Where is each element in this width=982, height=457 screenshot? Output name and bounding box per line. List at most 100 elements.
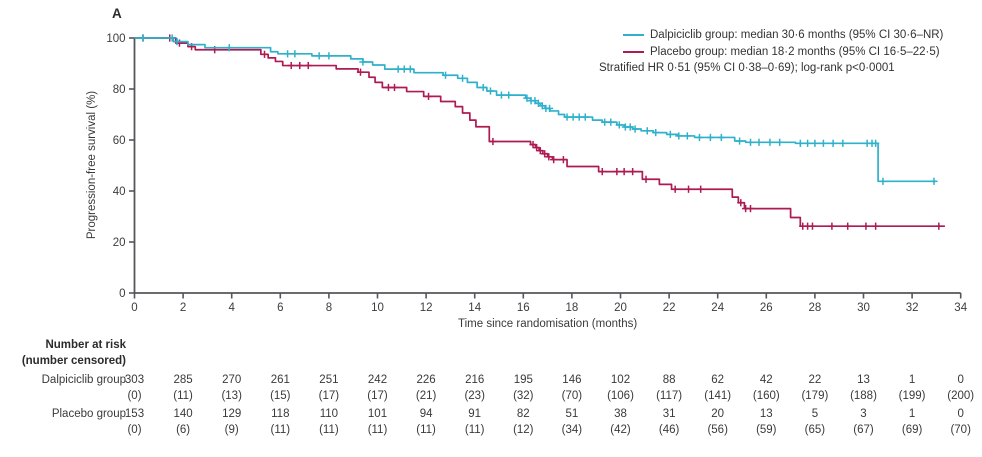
at-risk-value: 140 <box>173 408 193 420</box>
censored-value: (11) <box>464 424 485 436</box>
censored-value: (67) <box>853 424 874 436</box>
at-risk-value: 146 <box>562 374 582 386</box>
at-risk-value: 3 <box>860 408 867 420</box>
x-tick-label: 0 <box>131 302 137 314</box>
at-risk-value: 303 <box>124 374 145 386</box>
at-risk-value: 1 <box>908 408 916 420</box>
at-risk-value: 261 <box>270 374 290 386</box>
y-tick-label: 60 <box>113 135 126 147</box>
y-tick-label: 100 <box>106 33 125 45</box>
censored-value: (32) <box>513 390 534 402</box>
censored-value: (200) <box>947 390 975 402</box>
at-risk-value: 88 <box>662 374 676 386</box>
at-risk-value: 94 <box>419 408 433 420</box>
censored-value: (199) <box>898 390 926 402</box>
legend-label-placebo: Placebo group: median 18·2 months (95% C… <box>650 45 940 58</box>
x-tick-label: 34 <box>954 302 967 314</box>
legend-item-stratified-hr: Stratified HR 0·51 (95% CI 0·38–0·69); l… <box>599 60 943 77</box>
x-tick-label: 10 <box>371 302 384 314</box>
censored-value: (179) <box>801 390 829 402</box>
at-risk-value: 1 <box>908 374 916 386</box>
censored-value: (15) <box>270 390 291 402</box>
y-tick-label: 40 <box>113 186 126 198</box>
chart-legend: Dalpiciclib group: median 30·6 months (9… <box>599 27 943 77</box>
x-tick-label: 26 <box>760 302 773 314</box>
at-risk-value: 251 <box>319 374 339 386</box>
censored-value: (65) <box>804 424 826 436</box>
censored-value: (11) <box>416 424 436 436</box>
x-tick-label: 20 <box>614 302 627 314</box>
y-tick-label: 80 <box>113 84 126 96</box>
legend-item-dalpiciclib: Dalpiciclib group: median 30·6 months (9… <box>599 27 943 44</box>
x-tick-label: 2 <box>180 302 186 314</box>
at-risk-value: 118 <box>271 408 290 420</box>
y-tick-label: 20 <box>113 237 126 249</box>
at-risk-value: 101 <box>367 408 388 420</box>
censored-value: (11) <box>173 390 193 402</box>
censored-value: (46) <box>658 424 680 436</box>
censored-value: (12) <box>513 424 534 436</box>
risk-table-header-line1: Number at risk <box>45 339 126 351</box>
at-risk-value: 226 <box>416 374 436 386</box>
risk-row-label-placebo: Placebo group <box>51 408 126 420</box>
at-risk-value: 285 <box>173 374 193 386</box>
censored-value: (59) <box>756 424 777 436</box>
x-axis-title: Time since randomisation (months) <box>458 318 637 330</box>
at-risk-value: 22 <box>808 374 822 386</box>
x-tick-label: 14 <box>468 302 481 314</box>
at-risk-value: 5 <box>811 408 819 420</box>
at-risk-value: 102 <box>610 374 631 386</box>
km-curve-placebo <box>134 37 945 228</box>
censored-value: (188) <box>850 390 877 402</box>
legend-label-stratified-hr: Stratified HR 0·51 (95% CI 0·38–0·69); l… <box>599 62 895 74</box>
at-risk-value: 195 <box>513 374 533 386</box>
dalpiciclib-line-swatch <box>623 34 644 37</box>
censored-value: (69) <box>901 424 923 436</box>
at-risk-value: 42 <box>759 374 773 386</box>
x-tick-label: 30 <box>857 302 870 314</box>
censored-value: (0) <box>127 424 142 436</box>
at-risk-value: 91 <box>468 408 482 420</box>
x-tick-label: 22 <box>663 302 676 314</box>
censored-value: (117) <box>656 390 683 402</box>
x-tick-label: 28 <box>809 302 822 314</box>
censored-value: (21) <box>415 390 437 402</box>
x-tick-label: 6 <box>277 302 283 314</box>
x-tick-label: 8 <box>326 302 332 314</box>
placebo-line-swatch <box>623 50 644 53</box>
censored-value: (56) <box>707 424 728 436</box>
at-risk-value: 20 <box>711 408 725 420</box>
at-risk-value: 38 <box>614 408 627 420</box>
x-tick-label: 18 <box>566 302 579 314</box>
censored-value: (13) <box>221 390 242 402</box>
censored-value: (11) <box>319 424 339 436</box>
at-risk-value: 110 <box>319 408 339 420</box>
at-risk-value: 270 <box>222 374 242 386</box>
censored-value: (70) <box>561 390 583 402</box>
at-risk-value: 242 <box>367 374 388 386</box>
censored-value: (160) <box>752 390 780 402</box>
censored-value: (141) <box>704 390 732 402</box>
at-risk-value: 62 <box>711 374 725 386</box>
x-tick-label: 12 <box>420 302 433 314</box>
censored-value: (17) <box>318 390 340 402</box>
censored-value: (42) <box>610 424 631 436</box>
censored-value: (106) <box>607 390 634 402</box>
at-risk-value: 13 <box>857 374 870 386</box>
censored-value: (9) <box>224 424 239 436</box>
x-tick-label: 4 <box>228 302 235 314</box>
legend-label-dalpiciclib: Dalpiciclib group: median 30·6 months (9… <box>650 29 944 41</box>
at-risk-value: 31 <box>662 408 676 420</box>
censored-value: (70) <box>950 424 971 436</box>
at-risk-value: 82 <box>516 408 530 420</box>
risk-row-label-dalpiciclib: Dalpiciclib group <box>41 374 126 386</box>
at-risk-value: 216 <box>465 374 485 386</box>
censored-value: (6) <box>176 424 191 436</box>
censored-value: (17) <box>367 390 388 402</box>
at-risk-value: 0 <box>957 374 964 386</box>
x-tick-label: 24 <box>711 302 724 314</box>
x-tick-label: 32 <box>906 302 919 314</box>
